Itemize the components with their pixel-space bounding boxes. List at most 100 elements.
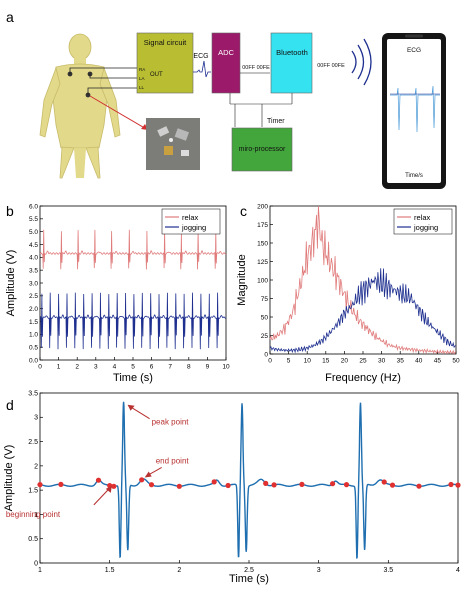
- feature-point-marker: [389, 482, 396, 488]
- feature-point-marker: [37, 482, 43, 488]
- signal-circuit-label: Signal circuit: [144, 38, 187, 47]
- ecg-mini-wave: [193, 60, 211, 78]
- y-tick-label: 2.0: [29, 306, 38, 313]
- x-tick-label: 30: [378, 358, 386, 365]
- y-tick-label: 3.5: [28, 390, 38, 397]
- series-line-relax: [39, 229, 227, 270]
- series-line-relax: [269, 205, 457, 355]
- y-tick-label: 0.5: [29, 344, 38, 351]
- x-tick-label: 10: [304, 358, 312, 365]
- legend-label-jogging: jogging: [413, 223, 438, 232]
- adc-label: ADC: [218, 48, 234, 57]
- y-tick-label: 2.5: [28, 439, 38, 446]
- signal-circuit-block: [136, 32, 194, 94]
- x-tick-label: 3.5: [383, 567, 393, 574]
- legend-box: [393, 208, 453, 235]
- chart-b: 0 1 2 3 4 5 6 7 8 9 10 0.0 0.5 1.0 1.5 2.0 2.5 3.0 3.5 4.0 4…: [5, 203, 230, 384]
- x-axis-label: Time (s): [229, 573, 269, 585]
- x-tick-label: 9: [206, 364, 210, 371]
- x-tick-label: 5: [131, 364, 135, 371]
- feature-point-marker: [299, 481, 305, 487]
- device-photo: [146, 118, 200, 170]
- y-axis-label: Amplitude (V): [3, 445, 15, 512]
- y-tick-label: 125: [257, 259, 268, 266]
- y-tick-label: 175: [257, 222, 268, 229]
- feature-point-marker: [211, 479, 217, 485]
- y-tick-label: 50: [261, 314, 269, 321]
- wireless-icon: [351, 38, 372, 86]
- plot-frame: [39, 392, 459, 564]
- micro-processor-label: miro-processor: [239, 146, 286, 153]
- pin-ll-label: LL: [139, 85, 145, 90]
- timer-label: Timer: [267, 118, 285, 125]
- feature-point-marker: [225, 482, 231, 489]
- y-tick-label: 1: [34, 512, 38, 519]
- ecg-signal-line: [40, 401, 459, 559]
- beginning-point-arrowhead: [105, 485, 112, 493]
- hex-text-1: 00FF 00FE: [242, 65, 270, 71]
- feature-point-marker: [448, 481, 454, 488]
- lead-wire-ra: [69, 67, 137, 74]
- x-tick-label: 3: [94, 364, 98, 371]
- feature-point-marker: [176, 483, 182, 489]
- body-figure: [39, 33, 121, 179]
- feature-point-marker: [263, 480, 269, 486]
- end-point-arrowhead: [144, 471, 152, 478]
- y-tick-label: 200: [257, 203, 268, 210]
- y-tick-label: 5.0: [29, 229, 38, 236]
- x-tick-label: 3: [317, 567, 321, 574]
- y-tick-label: 3.5: [29, 267, 38, 274]
- panel-label-b: b: [6, 203, 14, 219]
- phone-title: ECG: [407, 47, 421, 54]
- phone-screen: [387, 39, 441, 183]
- adc-block: [211, 32, 241, 94]
- series-line-jogging: [269, 268, 457, 354]
- out-label: OUT: [150, 72, 163, 78]
- x-tick-label: 2.5: [244, 567, 254, 574]
- y-tick-label: 4.5: [29, 242, 38, 249]
- x-axis-label: Time (s): [113, 372, 153, 384]
- panel-label-c: c: [240, 203, 247, 219]
- y-axis-label: Amplitude (V): [5, 250, 17, 317]
- feature-point-marker: [330, 481, 336, 487]
- phone-xlabel: Time/s: [405, 173, 423, 179]
- lead-wire-la: [89, 74, 137, 79]
- pin-la-label: LA: [139, 76, 145, 81]
- series-line-jogging: [39, 292, 227, 350]
- chart-c: 0 5 10 15 20 25 30 35 40 45 50 0 25 50 75 100 125 150 175 2…: [236, 203, 460, 384]
- y-tick-label: 4.0: [29, 255, 38, 262]
- end-point-label: end point: [156, 456, 190, 465]
- y-tick-label: 5.5: [29, 216, 38, 223]
- phone-ecg-wave: [390, 85, 440, 133]
- y-tick-label: 3: [34, 415, 38, 422]
- pin-ra-label: RA: [139, 67, 145, 72]
- y-tick-label: 0: [264, 351, 268, 358]
- chart-d: 1 1.5 2 2.5 3 3.5 4 0 0.5 1 1.5 2 2.5 3 3.5 Time (s) Amp…: [3, 390, 461, 585]
- x-tick-label: 1.5: [105, 567, 115, 574]
- feature-point-marker: [271, 482, 277, 488]
- x-tick-label: 35: [397, 358, 405, 365]
- x-tick-label: 0: [268, 358, 272, 365]
- x-tick-label: 2: [177, 567, 181, 574]
- y-tick-label: 0.0: [29, 357, 38, 364]
- hex-text-2: 00FF 00FE: [317, 63, 345, 69]
- x-tick-label: 50: [452, 358, 460, 365]
- y-axis-label: Magnitude: [236, 254, 248, 305]
- legend-box: [161, 208, 221, 235]
- panel-label-d: d: [6, 397, 14, 413]
- bluetooth-block: [270, 32, 313, 94]
- ecg-label: ECG: [193, 53, 208, 60]
- feature-point-marker: [58, 481, 64, 487]
- x-axis-label: Frequency (Hz): [325, 372, 401, 384]
- feature-point-marker: [455, 482, 461, 488]
- feature-point-marker: [95, 477, 102, 483]
- x-tick-label: 40: [415, 358, 423, 365]
- y-tick-label: 0.5: [28, 536, 38, 543]
- y-tick-label: 1.0: [29, 332, 38, 339]
- legend-label-jogging: jogging: [181, 223, 206, 232]
- x-tick-label: 20: [341, 358, 349, 365]
- phone-notch: [405, 34, 423, 38]
- lead-wire-ll: [87, 87, 137, 95]
- x-tick-label: 1: [38, 567, 42, 574]
